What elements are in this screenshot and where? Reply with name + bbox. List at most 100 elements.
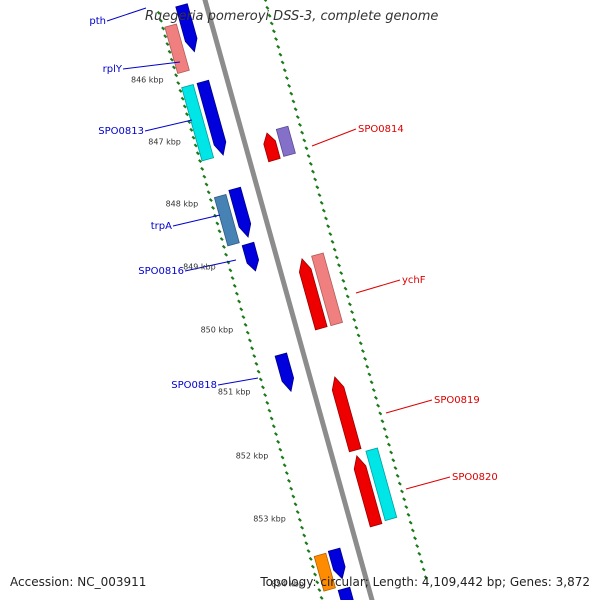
tick-dot (332, 247, 337, 252)
gene-label-pth: pth (89, 16, 106, 27)
gene-label-SPO0813: SPO0813 (98, 126, 144, 137)
kbp-mark: 853 kbp (253, 515, 286, 524)
tick-dot (319, 200, 324, 205)
tick-dot (421, 567, 426, 572)
tick-dot (191, 135, 196, 140)
tick-dot (300, 130, 305, 135)
gene-SPO0818 (274, 352, 295, 393)
tick-dot (419, 559, 424, 564)
gene-label-rplY: rplY (103, 64, 123, 75)
tick-dot (413, 536, 417, 541)
tick-dot (369, 380, 374, 385)
tick-dot (341, 278, 346, 283)
leader-line (106, 7, 147, 22)
gene-SPO0813 (196, 79, 227, 156)
tick-dot (280, 60, 285, 65)
kbp-mark-layer: 846 kbp 847 kbp 848 kbp 849 kbp 850 kbp 851 k… (131, 76, 304, 589)
kbp-mark: 847 kbp (148, 138, 181, 147)
tick-dot (267, 408, 272, 413)
tick-dot (308, 161, 313, 166)
tick-dot (386, 442, 391, 447)
tick-dot (317, 193, 322, 198)
tick-dot (271, 424, 276, 429)
tick-dot (161, 26, 166, 31)
tick-dot (274, 432, 278, 437)
tick-dot (221, 244, 226, 249)
tick-dot (269, 21, 274, 26)
tick-dot (234, 291, 239, 296)
genome-summary-text: Topology: circular; Length: 4,109,442 bp… (260, 575, 590, 589)
tick-dot (313, 177, 318, 182)
tick-dot (319, 595, 324, 600)
tick-dot (389, 450, 394, 455)
tick-dot (345, 294, 350, 299)
kbp-mark: 848 kbp (166, 200, 199, 209)
gene-SPO0819 (331, 376, 362, 453)
tick-dot (402, 497, 407, 502)
tick-dot (245, 330, 250, 335)
tick-dot (384, 434, 389, 439)
tick-dot (404, 505, 409, 510)
tick-dot (293, 107, 298, 112)
map-title: Ruegeria pomeroyi DSS-3, complete genome (145, 9, 439, 24)
tick-dot (189, 127, 194, 132)
gene-ychF (298, 258, 328, 331)
tick-dot (182, 104, 187, 109)
tick-dot (415, 544, 420, 549)
tick-dot (287, 478, 291, 483)
tick-dot (228, 268, 233, 273)
kbp-mark: 849 kbp (183, 263, 216, 272)
tick-dot (202, 174, 207, 179)
tick-dot (156, 10, 161, 15)
tick-dot (360, 349, 365, 354)
cds-SPO0814 (275, 125, 296, 157)
tick-dot-layer (156, 0, 428, 600)
label-leader-layer (106, 7, 451, 490)
tick-dot (367, 372, 372, 377)
tick-dot (252, 354, 257, 359)
tick-dot (306, 154, 311, 159)
tick-dot (291, 494, 296, 499)
tick-dot (304, 146, 309, 151)
tick-dot (295, 510, 300, 515)
tick-dot (193, 143, 198, 148)
gene-label-SPO0816: SPO0816 (138, 266, 184, 277)
tick-dot (241, 315, 246, 320)
tick-dot (276, 439, 281, 444)
tick-dot (237, 299, 242, 304)
tick-dot (247, 338, 252, 343)
tick-dot (317, 588, 322, 593)
tick-dot (265, 5, 270, 10)
tick-dot (315, 580, 320, 585)
tick-dot (304, 541, 309, 546)
tick-dot (347, 302, 352, 307)
tick-dot (293, 502, 298, 507)
tick-dot (219, 237, 224, 242)
tick-dot (278, 52, 283, 57)
leader-line (217, 377, 259, 386)
tick-dot (339, 271, 344, 276)
leader-line (385, 399, 433, 414)
tick-dot (380, 419, 385, 424)
tick-dot (185, 112, 189, 117)
cds-SPO0820 (365, 447, 398, 522)
tick-dot (250, 346, 255, 351)
tick-dot (263, 0, 268, 3)
cds-rplY (164, 23, 190, 74)
tick-dot (165, 42, 170, 47)
tick-dot (243, 322, 248, 327)
tick-dot (321, 208, 326, 213)
gene-label-SPO0820: SPO0820 (452, 472, 498, 483)
gene-0854-b (337, 586, 354, 600)
tick-dot (204, 182, 209, 187)
tick-dot (174, 73, 179, 78)
tick-dot (358, 341, 363, 346)
tick-dot (315, 185, 320, 190)
tick-dot (163, 34, 168, 39)
tick-dot (271, 29, 276, 34)
tick-dot (365, 364, 370, 369)
tick-dot (282, 68, 287, 73)
tick-dot (376, 403, 381, 408)
tick-dot (274, 37, 279, 42)
tick-dot (295, 115, 300, 120)
